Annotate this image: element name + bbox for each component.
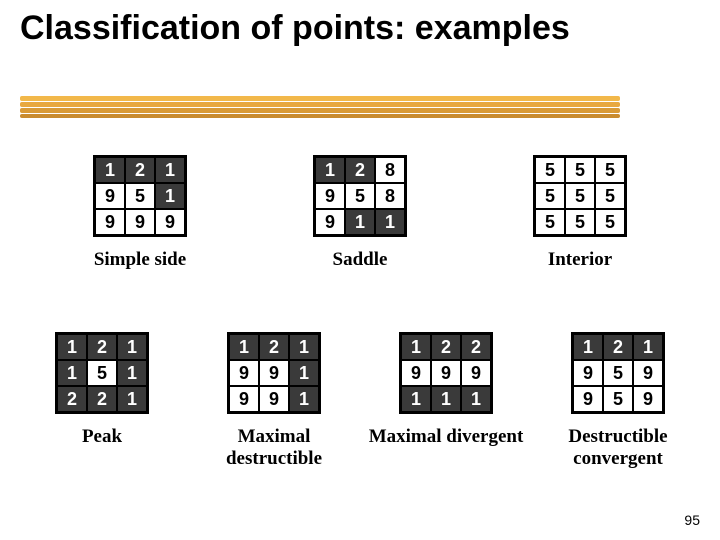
grid-cell: 9 (125, 209, 155, 235)
grid-cell: 2 (461, 334, 491, 360)
grid-cell: 5 (535, 209, 565, 235)
title-underline (20, 96, 620, 118)
grid-cell: 5 (565, 183, 595, 209)
grid-cell: 1 (289, 360, 319, 386)
grid-cell: 9 (573, 360, 603, 386)
grid-cell: 9 (229, 386, 259, 412)
grid-cell: 9 (95, 209, 125, 235)
grid-cell: 1 (117, 334, 147, 360)
grid-group: 121951999Simple side (30, 155, 250, 271)
grid-cell: 9 (461, 360, 491, 386)
value-grid: 121151221 (55, 332, 149, 414)
grid-cell: 1 (315, 157, 345, 183)
grid-cell: 1 (229, 334, 259, 360)
grid-cell: 9 (155, 209, 185, 235)
grid-cell: 5 (595, 209, 625, 235)
row-top: 121951999Simple side128958911Saddle55555… (0, 155, 720, 271)
grid-cell: 5 (565, 157, 595, 183)
grid-cell: 1 (57, 334, 87, 360)
row-bottom: 121151221Peak121991991Maximal destructib… (0, 332, 720, 470)
grid-cell: 2 (87, 334, 117, 360)
grid-cell: 5 (595, 157, 625, 183)
grid-cell: 9 (229, 360, 259, 386)
value-grid: 128958911 (313, 155, 407, 237)
grid-group: 121991991Maximal destructible (188, 332, 360, 470)
slide-title-wrap: Classification of points: examples (20, 10, 700, 47)
grid-cell: 5 (535, 157, 565, 183)
grid-cell: 8 (375, 157, 405, 183)
grid-cell: 9 (315, 209, 345, 235)
grid-cell: 9 (633, 360, 663, 386)
grid-cell: 1 (95, 157, 125, 183)
grid-cell: 2 (87, 386, 117, 412)
grid-cell: 1 (57, 360, 87, 386)
grid-group: 555555555Interior (470, 155, 690, 271)
grid-label: Maximal divergent (369, 426, 524, 448)
grid-cell: 1 (289, 334, 319, 360)
page-number: 95 (684, 512, 700, 528)
underline-stroke (20, 102, 620, 107)
grid-cell: 9 (315, 183, 345, 209)
grid-cell: 1 (117, 360, 147, 386)
grid-label: Destructible convergent (532, 426, 704, 470)
value-grid: 121991991 (227, 332, 321, 414)
value-grid: 121951999 (93, 155, 187, 237)
grid-label: Interior (548, 249, 612, 271)
grid-label: Saddle (333, 249, 388, 271)
grid-label: Simple side (94, 249, 186, 271)
grid-cell: 9 (633, 386, 663, 412)
grid-cell: 2 (57, 386, 87, 412)
grid-cell: 9 (95, 183, 125, 209)
grid-cell: 1 (431, 386, 461, 412)
grid-cell: 5 (125, 183, 155, 209)
grid-cell: 1 (345, 209, 375, 235)
grid-cell: 1 (461, 386, 491, 412)
grid-cell: 1 (155, 157, 185, 183)
grid-group: 121151221Peak (16, 332, 188, 470)
grid-cell: 9 (431, 360, 461, 386)
grid-cell: 2 (125, 157, 155, 183)
grid-cell: 9 (573, 386, 603, 412)
grid-cell: 9 (259, 386, 289, 412)
grid-group: 128958911Saddle (250, 155, 470, 271)
grid-cell: 1 (155, 183, 185, 209)
grid-cell: 2 (431, 334, 461, 360)
grid-cell: 9 (401, 360, 431, 386)
grid-group: 122999111Maximal divergent (360, 332, 532, 470)
grid-cell: 1 (633, 334, 663, 360)
underline-stroke (20, 114, 620, 118)
grid-cell: 1 (401, 386, 431, 412)
grid-cell: 5 (345, 183, 375, 209)
grid-cell: 5 (535, 183, 565, 209)
grid-cell: 5 (603, 360, 633, 386)
grid-cell: 8 (375, 183, 405, 209)
grid-cell: 1 (573, 334, 603, 360)
grid-label: Peak (82, 426, 122, 448)
grid-cell: 2 (345, 157, 375, 183)
grid-cell: 9 (259, 360, 289, 386)
slide-title: Classification of points: examples (20, 10, 700, 47)
grid-cell: 1 (401, 334, 431, 360)
value-grid: 122999111 (399, 332, 493, 414)
grid-cell: 1 (289, 386, 319, 412)
grid-cell: 2 (603, 334, 633, 360)
grid-cell: 5 (565, 209, 595, 235)
grid-label: Maximal destructible (188, 426, 360, 470)
value-grid: 555555555 (533, 155, 627, 237)
value-grid: 121959959 (571, 332, 665, 414)
grid-cell: 1 (117, 386, 147, 412)
grid-cell: 1 (375, 209, 405, 235)
grid-cell: 5 (87, 360, 117, 386)
grid-cell: 2 (259, 334, 289, 360)
underline-stroke (20, 96, 620, 101)
grid-cell: 5 (595, 183, 625, 209)
grid-cell: 5 (603, 386, 633, 412)
grid-group: 121959959Destructible convergent (532, 332, 704, 470)
underline-stroke (20, 108, 620, 113)
